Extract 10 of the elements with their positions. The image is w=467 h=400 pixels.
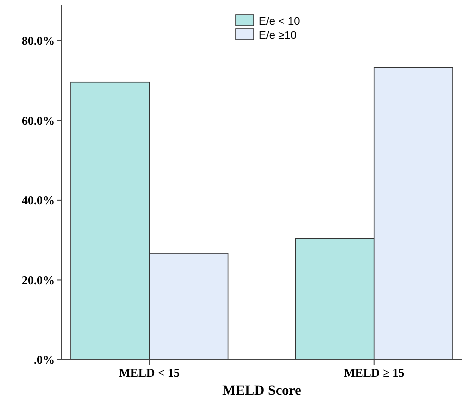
x-tick-label: MELD < 15 <box>119 366 180 380</box>
x-axis-title: MELD Score <box>222 384 302 399</box>
y-tick-label: .0% <box>34 353 55 368</box>
x-tick-label: MELD ≥ 15 <box>344 366 405 380</box>
y-tick-label: 80.0% <box>22 34 55 48</box>
y-tick-label: 40.0% <box>22 194 55 208</box>
y-tick-label: 20.0% <box>22 273 55 288</box>
legend-label: E/e < 10 <box>259 16 300 28</box>
y-tick-label: 60.0% <box>22 114 55 128</box>
legend-label: E/e ≥10 <box>259 30 297 42</box>
